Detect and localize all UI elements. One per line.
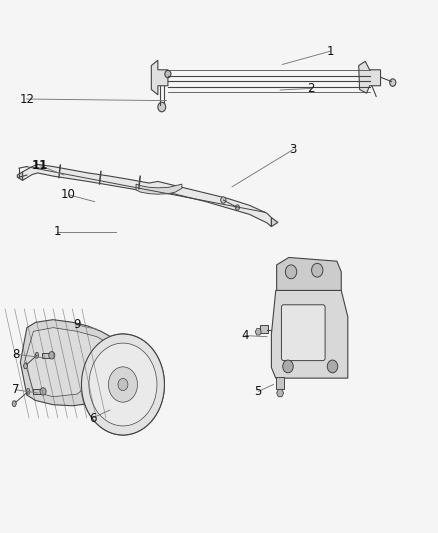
Polygon shape bbox=[277, 257, 341, 290]
Text: 10: 10 bbox=[61, 188, 76, 201]
Text: 6: 6 bbox=[88, 411, 96, 424]
Ellipse shape bbox=[106, 353, 126, 416]
FancyBboxPatch shape bbox=[282, 305, 325, 361]
Polygon shape bbox=[17, 172, 22, 180]
Circle shape bbox=[49, 352, 55, 359]
Text: 12: 12 bbox=[19, 93, 35, 106]
Bar bbox=[33, 389, 41, 394]
Polygon shape bbox=[359, 61, 381, 93]
Polygon shape bbox=[35, 352, 39, 358]
Circle shape bbox=[109, 367, 138, 402]
Text: 11: 11 bbox=[32, 159, 48, 172]
Text: 2: 2 bbox=[307, 82, 314, 95]
Circle shape bbox=[118, 378, 128, 391]
Text: 4: 4 bbox=[241, 329, 249, 342]
Polygon shape bbox=[25, 328, 109, 397]
Circle shape bbox=[327, 360, 338, 373]
Bar bbox=[42, 353, 50, 358]
Circle shape bbox=[89, 343, 157, 426]
Circle shape bbox=[81, 334, 164, 435]
Circle shape bbox=[81, 334, 164, 435]
Bar bbox=[261, 325, 268, 333]
Circle shape bbox=[40, 387, 46, 395]
Bar bbox=[276, 377, 284, 389]
Text: 5: 5 bbox=[254, 385, 262, 398]
Circle shape bbox=[221, 197, 226, 203]
Polygon shape bbox=[26, 389, 30, 394]
Circle shape bbox=[109, 367, 138, 402]
Text: 1: 1 bbox=[54, 225, 61, 238]
Polygon shape bbox=[272, 217, 278, 227]
Text: 3: 3 bbox=[290, 143, 297, 156]
Polygon shape bbox=[12, 401, 16, 407]
Circle shape bbox=[235, 205, 240, 210]
Polygon shape bbox=[277, 389, 284, 397]
Text: 1: 1 bbox=[327, 45, 334, 58]
Text: 7: 7 bbox=[12, 383, 20, 397]
Polygon shape bbox=[136, 184, 182, 194]
Polygon shape bbox=[151, 60, 168, 95]
Polygon shape bbox=[272, 290, 348, 378]
Circle shape bbox=[283, 360, 293, 373]
Polygon shape bbox=[23, 363, 28, 369]
Circle shape bbox=[165, 70, 171, 78]
Polygon shape bbox=[255, 329, 261, 335]
Circle shape bbox=[158, 102, 166, 112]
Ellipse shape bbox=[102, 345, 131, 424]
Circle shape bbox=[286, 265, 297, 279]
Circle shape bbox=[311, 263, 323, 277]
Polygon shape bbox=[20, 320, 114, 420]
Circle shape bbox=[118, 378, 128, 391]
Text: 9: 9 bbox=[73, 319, 81, 332]
Text: 8: 8 bbox=[12, 348, 20, 361]
Circle shape bbox=[390, 79, 396, 86]
Circle shape bbox=[89, 343, 157, 426]
Polygon shape bbox=[22, 165, 272, 227]
